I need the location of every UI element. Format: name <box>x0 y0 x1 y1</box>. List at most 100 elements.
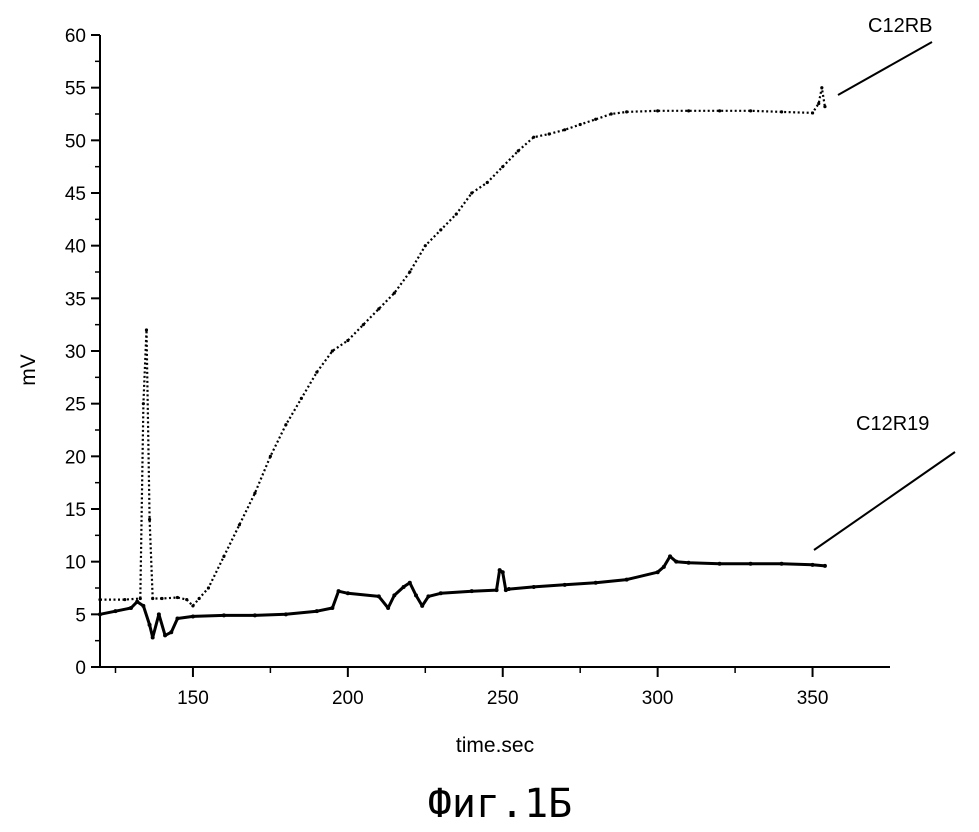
data-point <box>687 109 690 112</box>
data-point <box>185 598 188 601</box>
data-point <box>470 589 474 593</box>
data-point <box>222 613 226 617</box>
data-point <box>517 149 520 152</box>
data-point <box>169 630 173 634</box>
data-point <box>687 561 691 565</box>
data-point <box>424 244 427 247</box>
data-point <box>191 604 194 607</box>
x-tick-label: 350 <box>797 688 829 709</box>
data-point <box>718 109 721 112</box>
x-tick-label: 200 <box>332 688 364 709</box>
y-tick-label: 55 <box>65 79 86 100</box>
y-tick-label: 50 <box>65 131 86 152</box>
data-point <box>151 636 155 640</box>
data-point <box>393 291 396 294</box>
data-point <box>532 136 535 139</box>
data-point <box>377 594 381 598</box>
data-point <box>563 128 566 131</box>
y-tick-label: 30 <box>65 342 86 363</box>
y-tick-label: 20 <box>65 447 86 468</box>
y-tick-label: 15 <box>65 500 86 521</box>
data-point <box>780 110 783 113</box>
data-point <box>160 597 163 600</box>
data-point <box>392 593 396 597</box>
data-point <box>284 423 287 426</box>
data-point <box>408 581 412 585</box>
data-point <box>337 589 341 593</box>
data-point <box>98 598 101 601</box>
data-point <box>507 587 511 591</box>
y-tick-label: 0 <box>75 658 86 679</box>
data-point <box>486 181 489 184</box>
data-point <box>625 110 628 113</box>
data-point <box>331 349 334 352</box>
data-point <box>594 118 597 121</box>
y-tick-label: 25 <box>65 395 86 416</box>
x-axis-title: time.sec <box>456 734 534 757</box>
data-point <box>674 560 678 564</box>
data-point <box>141 604 145 608</box>
data-point <box>142 402 145 405</box>
data-point <box>253 492 256 495</box>
data-point <box>377 307 380 310</box>
data-point <box>207 586 210 589</box>
data-point <box>548 132 551 135</box>
data-point <box>98 612 102 616</box>
y-tick-label: 45 <box>65 184 86 205</box>
series-label-c12r19: C12R19 <box>856 413 929 435</box>
data-point <box>315 370 318 373</box>
data-point <box>148 623 152 627</box>
data-point <box>780 562 784 566</box>
data-point <box>718 562 722 566</box>
x-tick-label: 300 <box>642 688 674 709</box>
data-point <box>145 328 148 331</box>
data-point <box>176 596 179 599</box>
data-point <box>191 614 195 618</box>
data-point <box>662 565 666 569</box>
data-point <box>817 102 820 105</box>
data-point <box>811 111 814 114</box>
data-point <box>579 123 582 126</box>
data-point <box>408 270 411 273</box>
data-point <box>129 606 133 610</box>
data-point <box>495 588 499 592</box>
data-point <box>315 609 319 613</box>
data-point <box>269 455 272 458</box>
data-point <box>749 562 753 566</box>
data-point <box>284 612 288 616</box>
figure-caption: Фиг.1Б <box>428 781 573 827</box>
data-point <box>420 604 424 608</box>
series-label-c12rb: C12RB <box>868 15 932 37</box>
data-point <box>123 598 126 601</box>
data-point <box>238 523 241 526</box>
data-point <box>113 609 117 613</box>
data-point <box>470 191 473 194</box>
data-point <box>253 613 257 617</box>
data-point <box>823 564 827 568</box>
data-point <box>594 581 598 585</box>
data-point <box>135 600 139 604</box>
data-point <box>439 228 442 231</box>
data-point <box>157 612 161 616</box>
data-point <box>330 606 334 610</box>
data-point <box>811 563 815 567</box>
y-tick-label: 40 <box>65 237 86 258</box>
data-point <box>749 109 752 112</box>
y-tick-label: 35 <box>65 289 86 310</box>
data-point <box>426 594 430 598</box>
data-point <box>386 606 390 610</box>
y-tick-label: 60 <box>65 26 86 47</box>
data-point <box>151 597 154 600</box>
data-point <box>668 554 672 558</box>
y-axis-title: mV <box>17 354 40 386</box>
data-point <box>198 597 201 600</box>
y-tick-label: 5 <box>75 605 86 626</box>
data-point <box>222 555 225 558</box>
data-point <box>139 597 142 600</box>
data-point <box>820 86 823 89</box>
data-point <box>148 518 151 521</box>
data-point <box>625 578 629 582</box>
data-point <box>346 591 350 595</box>
data-point <box>300 397 303 400</box>
